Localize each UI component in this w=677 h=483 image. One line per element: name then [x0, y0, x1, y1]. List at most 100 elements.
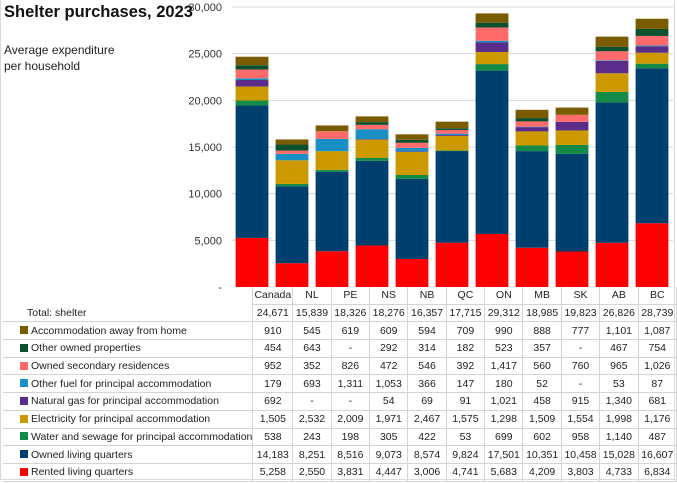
bar-stack-pe [315, 125, 349, 287]
legend-swatch-icon [20, 379, 28, 388]
cell-value: 545 [292, 321, 332, 341]
row-label: Owned living quarters [3, 445, 254, 464]
bar-segment [235, 100, 269, 106]
cell-value: 1,509 [522, 409, 562, 429]
cell-value: 182 [445, 339, 486, 358]
bar-segment [235, 69, 269, 79]
table-row: Rented living quarters 5,258 2,550 3,831 4,4… [3, 462, 677, 482]
bar-segment [355, 124, 389, 130]
bar-segment [435, 151, 469, 243]
bar-segment [275, 160, 309, 184]
cell-value: 826 [330, 356, 371, 376]
bar-segment [555, 107, 589, 115]
cell-value: 29,312 [484, 303, 524, 323]
bar-segment [555, 251, 589, 287]
bar-segment [475, 233, 509, 287]
cell-value: 1,575 [445, 409, 486, 429]
row-label: Rented living quarters [3, 462, 254, 482]
bar-segment [475, 13, 509, 23]
bar-segment [355, 122, 389, 125]
cell-value: 16,357 [407, 303, 447, 323]
bar-segment [555, 121, 589, 131]
bar-segment [475, 70, 509, 234]
cell-value: 1,998 [599, 409, 639, 429]
cell-value: 53 [599, 374, 639, 394]
cell-value: 53 [445, 427, 486, 447]
bar-segment [475, 40, 509, 43]
legend-swatch-icon [20, 467, 28, 476]
cell-value: 3,006 [407, 462, 447, 482]
row-label: Electricity for principal accommodation [3, 409, 254, 429]
cell-value: 915 [560, 392, 601, 411]
bar-segment [275, 139, 309, 145]
bar-segment [235, 56, 269, 66]
legend-swatch-icon [20, 432, 28, 441]
bar-segment [395, 151, 429, 175]
cell-value: 179 [252, 374, 294, 394]
bar-segment [275, 186, 309, 264]
table-corner [3, 287, 253, 304]
y-tick-label: - [218, 282, 222, 294]
cell-value: 17,501 [484, 445, 524, 464]
cell-value: 693 [292, 374, 332, 394]
cell-value: - [560, 374, 601, 394]
table-row: Accommodation away from home 910 545 619 609… [3, 321, 677, 341]
cell-value: 292 [369, 339, 409, 358]
cell-value: 18,276 [369, 303, 409, 323]
bar-segment [355, 129, 389, 140]
bar-segment [555, 114, 589, 122]
cell-value: 560 [522, 356, 562, 376]
bar-segment [315, 131, 349, 139]
cell-value: 692 [252, 392, 294, 411]
bar-segment [635, 18, 669, 29]
bar-segment [635, 52, 669, 64]
legend-swatch-icon [20, 343, 28, 352]
cell-value: 467 [599, 339, 639, 358]
cell-value: 643 [292, 339, 332, 358]
legend-swatch-icon [20, 326, 28, 335]
cell-value: 16,607 [637, 445, 677, 464]
bar-segment [395, 151, 429, 152]
y-tick-label: 25,000 [188, 49, 222, 61]
cell-value: 472 [369, 356, 409, 376]
category-label: QC [445, 287, 486, 305]
bar-segment [595, 242, 629, 287]
cell-value: 2,467 [407, 409, 447, 429]
legend-label: Accommodation away from home [31, 324, 187, 337]
legend-swatch-icon [20, 414, 28, 423]
cell-value: 6,834 [637, 462, 677, 482]
cell-value: 1,053 [369, 374, 409, 394]
row-label: Owned secondary residences [3, 356, 254, 376]
bar-segment [275, 150, 309, 154]
cell-value: 69 [407, 392, 447, 411]
cell-value: 19,823 [560, 303, 601, 323]
cell-value: 9,073 [369, 445, 409, 464]
bar-segment [355, 160, 389, 246]
bar-segment [515, 127, 549, 132]
bar-segment [395, 258, 429, 287]
cell-value: 2,550 [292, 462, 332, 482]
cell-value: 91 [445, 392, 486, 411]
category-label: PE [330, 287, 371, 305]
bar-segment [435, 121, 469, 129]
cell-value: 3,803 [560, 462, 601, 482]
cell-value: 422 [407, 427, 447, 447]
bar-segment [515, 131, 549, 146]
cell-value: 5,683 [484, 462, 524, 482]
chart-title-text: Shelter purchases, 2023 [4, 3, 193, 21]
cell-value: 602 [522, 427, 562, 447]
bars [235, 13, 669, 287]
stacked-bar-chart: - 5,000 10,000 15,000 20,000 25,000 30,000 [188, 2, 673, 294]
cell-value: 3,831 [330, 462, 371, 482]
cell-value: 15,028 [599, 445, 639, 464]
category-label: SK [560, 287, 601, 305]
cell-value: 5,258 [252, 462, 294, 482]
cell-value: 54 [369, 392, 409, 411]
y-tick-label: 30,000 [188, 2, 222, 14]
cell-value: 4,741 [445, 462, 486, 482]
legend-label: Natural gas for principal accommodation [31, 395, 219, 408]
cell-value: 1,140 [599, 427, 639, 447]
cell-value: 538 [252, 427, 294, 447]
row-label: Accommodation away from home [3, 321, 254, 341]
cell-value: 352 [292, 356, 332, 376]
